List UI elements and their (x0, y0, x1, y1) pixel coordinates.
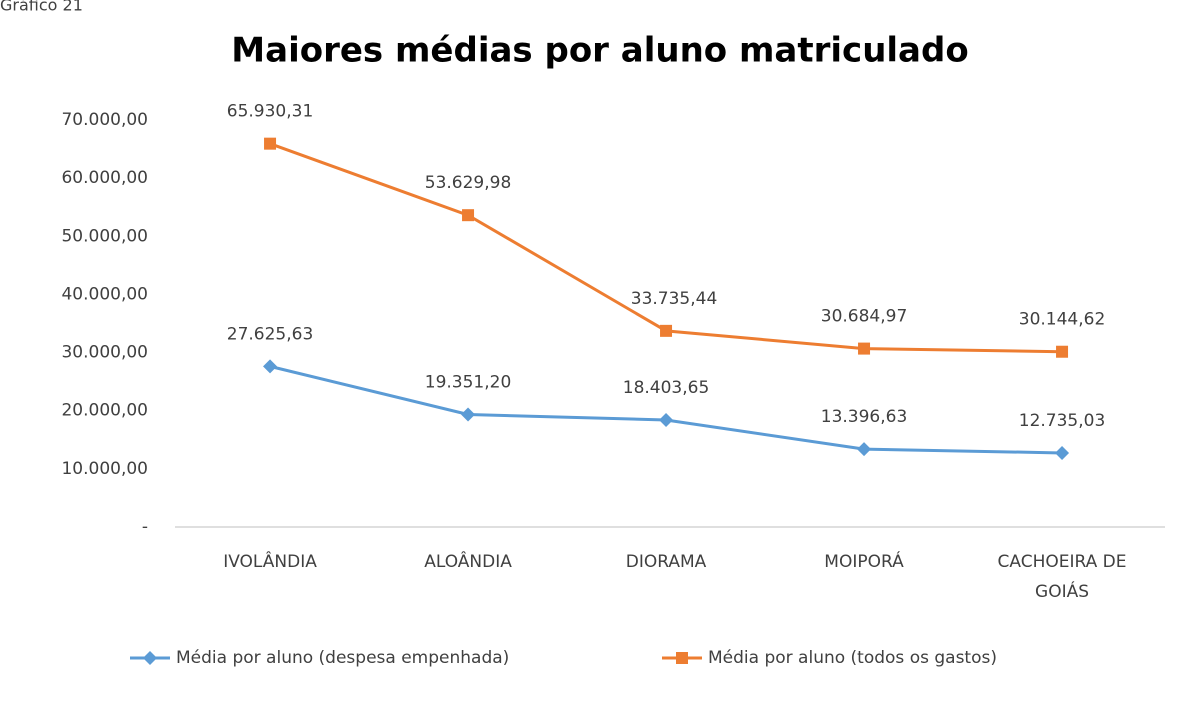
legend-label: Média por aluno (despesa empenhada) (176, 648, 509, 668)
marker (857, 442, 872, 457)
data-label: 33.735,44 (631, 289, 718, 309)
data-label: 12.735,03 (1019, 411, 1106, 431)
data-label: 13.396,63 (821, 407, 908, 427)
marker (263, 359, 278, 374)
marker (1055, 445, 1070, 460)
y-tick-label: 50.000,00 (61, 226, 148, 246)
marker (660, 324, 673, 337)
y-tick-label: 40.000,00 (61, 284, 148, 304)
marker (462, 209, 475, 222)
marker (1056, 345, 1069, 358)
marker (676, 652, 688, 664)
legend-label: Média por aluno (todos os gastos) (708, 648, 997, 668)
x-tick-label: DIORAMA (625, 552, 707, 572)
caption: Gráfico 21 (0, 0, 83, 15)
data-label: 19.351,20 (425, 372, 512, 392)
y-tick-label: 20.000,00 (61, 401, 148, 421)
x-tick-label: CACHOEIRA DE GOIÁS (997, 552, 1127, 602)
data-label: 30.684,97 (821, 307, 908, 327)
data-label: 30.144,62 (1019, 310, 1106, 330)
chart-title: Maiores médias por aluno matriculado (231, 31, 968, 71)
x-tick-label: MOIPORÁ (824, 552, 904, 572)
x-tick-label: ALOÂNDIA (424, 552, 512, 572)
data-label: 18.403,65 (623, 378, 710, 398)
marker (264, 137, 277, 150)
y-tick-label: 30.000,00 (61, 343, 148, 363)
marker (858, 342, 871, 355)
x-tick-label: IVOLÂNDIA (223, 552, 317, 572)
marker (461, 407, 476, 422)
marker (659, 412, 674, 427)
series-line (269, 142, 1063, 354)
data-label: 53.629,98 (425, 173, 512, 193)
data-label: 65.930,31 (227, 102, 314, 122)
marker (143, 651, 157, 665)
data-label: 27.625,63 (227, 324, 314, 344)
y-tick-label: 10.000,00 (61, 459, 148, 479)
y-tick-label: 60.000,00 (61, 168, 148, 188)
y-tick-label: 70.000,00 (61, 110, 148, 130)
y-tick-label: - (142, 517, 148, 537)
